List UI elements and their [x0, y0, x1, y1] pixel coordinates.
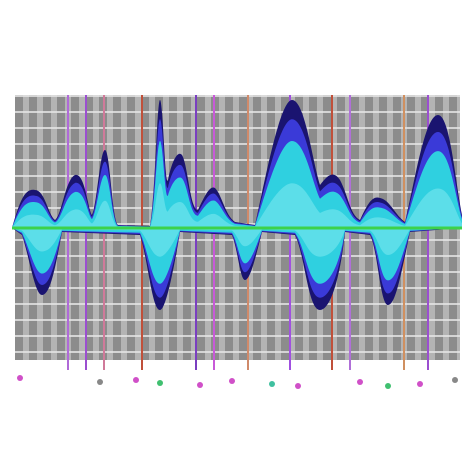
- bottom-dots: [17, 375, 458, 389]
